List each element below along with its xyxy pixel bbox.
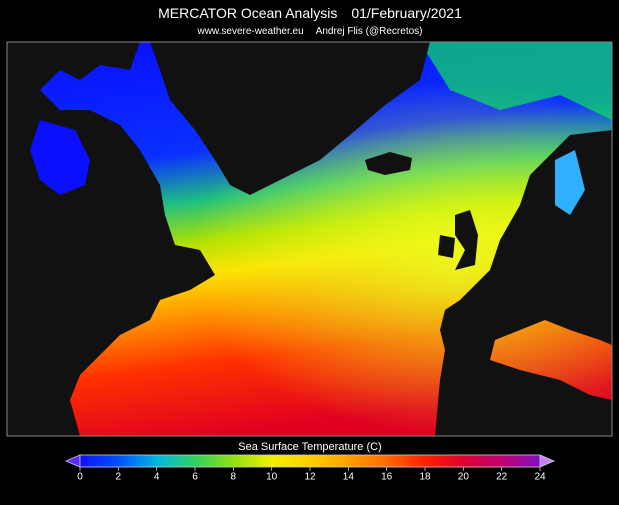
iceland [365, 152, 412, 175]
colorbar-tick-label: 14 [343, 472, 355, 483]
ocean-north [420, 42, 612, 120]
colorbar-bar [79, 454, 541, 468]
credit: www.severe-weather.eu [196, 26, 303, 37]
credits: www.severe-weather.eu Andrej Flis (@Recre… [196, 26, 422, 37]
colorbar-tick-label: 6 [192, 472, 198, 483]
colorbar-low-arrow [64, 454, 81, 468]
colorbar-tick-label: 12 [304, 472, 316, 483]
credit: Andrej Flis (@Recretos) [316, 26, 423, 37]
baltic [555, 150, 585, 215]
colorbar-tick-label: 18 [419, 472, 431, 483]
greenland [150, 42, 430, 195]
colorbar-tick-label: 8 [231, 472, 237, 483]
title: MERCATOR Ocean Analysis 01/February/2021 [158, 5, 462, 21]
colorbar-label: Sea Surface Temperature (C) [238, 441, 381, 453]
map-frame [6, 41, 613, 437]
colorbar: 0 2 4 6 8 10 12 14 16 18 20 22 24 [64, 454, 556, 483]
colorbar-tick-label: 24 [534, 472, 546, 483]
britain [455, 210, 478, 270]
date: 01/February/2021 [351, 5, 462, 21]
colorbar-tick-label: 22 [496, 472, 508, 483]
colorbar-tick-label: 0 [77, 472, 83, 483]
title-text: MERCATOR Ocean Analysis [158, 5, 337, 21]
colorbar-tick-label: 4 [154, 472, 160, 483]
map [6, 41, 613, 437]
ireland [438, 235, 455, 258]
hudson-bay [30, 120, 90, 195]
colorbar-tick-label: 2 [116, 472, 122, 483]
colorbar-tick-label: 16 [381, 472, 393, 483]
colorbar-high-arrow [539, 454, 556, 468]
colorbar-tick-label: 10 [266, 472, 278, 483]
colorbar-tick-label: 20 [458, 472, 470, 483]
